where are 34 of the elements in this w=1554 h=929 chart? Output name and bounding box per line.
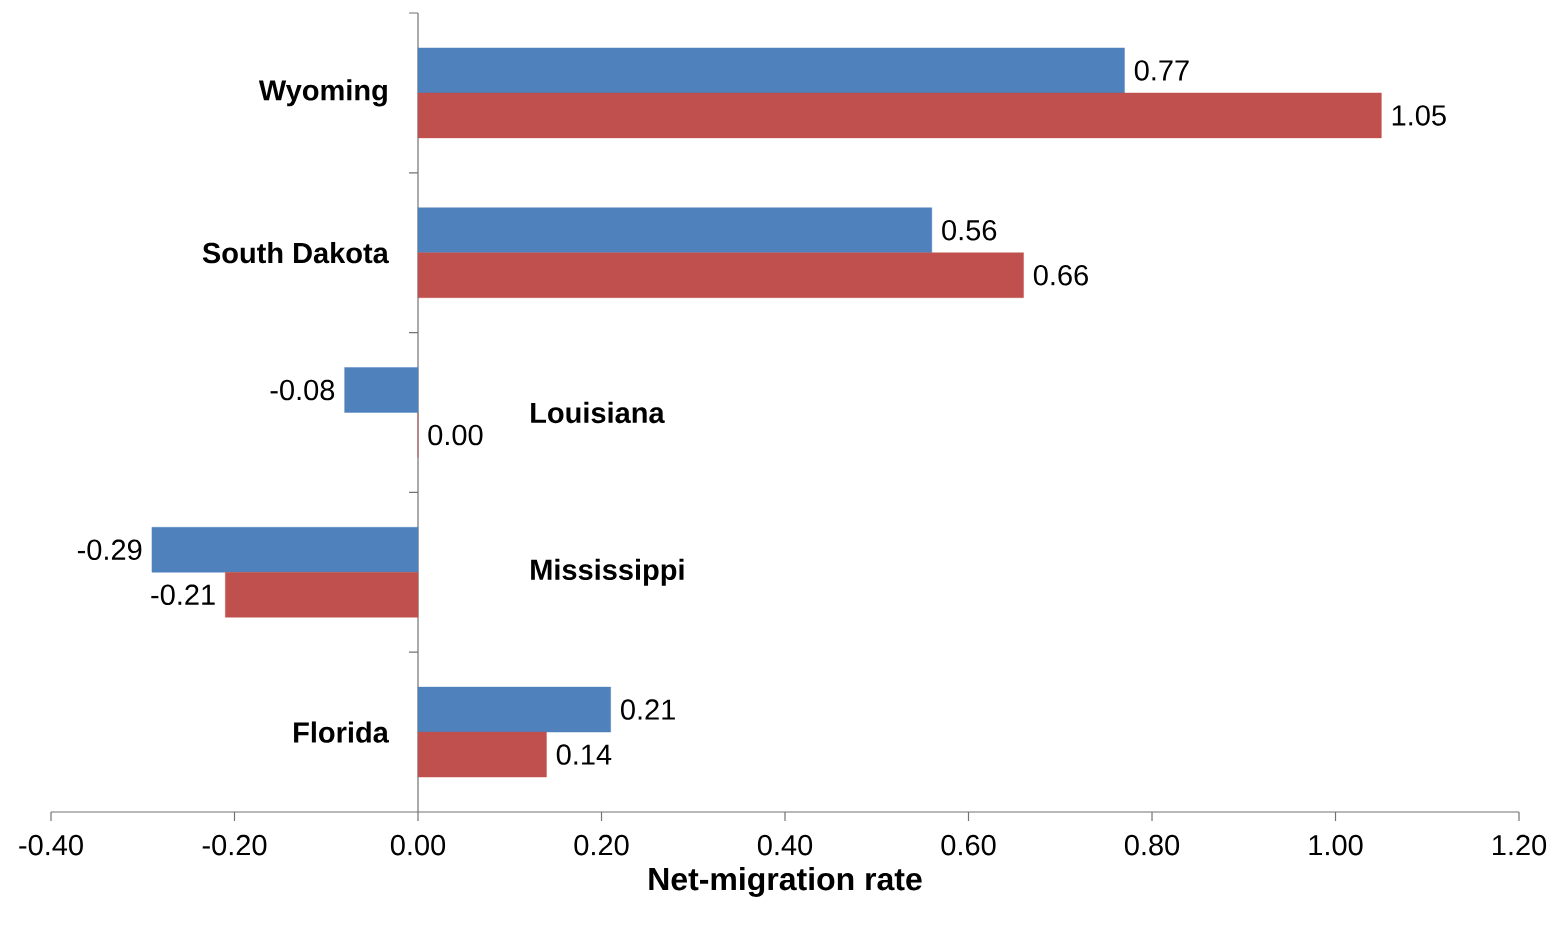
- bar: [417, 731, 547, 778]
- y-tick-label: Louisiana: [531, 401, 665, 424]
- data-label: 0.00: [428, 424, 483, 446]
- data-label: 0.66: [1033, 264, 1088, 286]
- data-label: 0.21: [621, 699, 675, 720]
- x-tick-label: 0.00: [390, 834, 446, 856]
- bar: [417, 92, 1382, 139]
- x-tick-label: 1.20: [1493, 834, 1547, 856]
- bar: [417, 686, 611, 733]
- x-tick-label: 0.80: [1124, 834, 1180, 856]
- x-tick-label: -0.40: [19, 834, 83, 856]
- x-tick-label: -0.20: [202, 834, 267, 856]
- data-label: -0.21: [151, 584, 215, 606]
- data-label: -0.08: [270, 379, 335, 401]
- x-tick-label: 0.60: [941, 834, 996, 856]
- x-axis-title: Net-migration rate: [649, 866, 922, 897]
- x-tick-label: 1.00: [1309, 834, 1363, 856]
- data-label: 0.14: [556, 744, 612, 765]
- bar: [151, 527, 419, 573]
- data-label: 1.05: [1392, 105, 1446, 126]
- bar: [417, 252, 1024, 298]
- data-label: 0.56: [942, 219, 997, 241]
- bar: [417, 47, 1125, 94]
- y-tick-label: Wyoming: [258, 79, 387, 107]
- x-tick-label: 0.40: [757, 834, 813, 856]
- y-tick-label: Mississippi: [531, 558, 684, 586]
- y-tick-label: South Dakota: [202, 242, 389, 264]
- y-tick-label: Florida: [294, 721, 390, 743]
- bar: [344, 367, 419, 413]
- data-label: -0.29: [77, 539, 142, 561]
- x-tick-label: 0.20: [574, 834, 629, 856]
- bar: [417, 207, 933, 253]
- bar: [225, 572, 419, 618]
- data-label: 0.77: [1134, 60, 1189, 81]
